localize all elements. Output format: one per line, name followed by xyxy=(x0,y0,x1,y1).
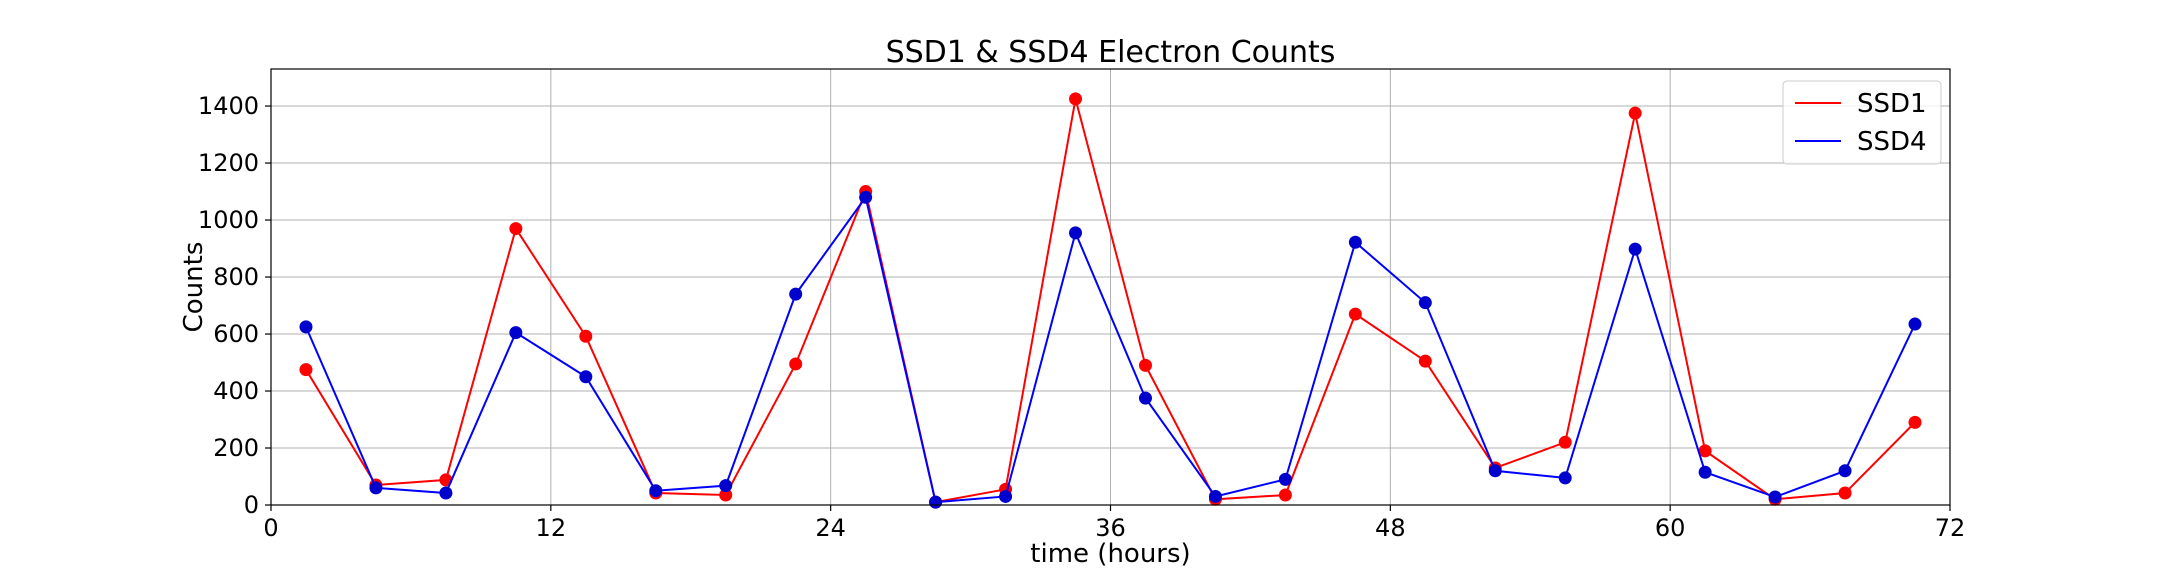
data-point-ssd1 xyxy=(1838,486,1852,500)
axes: 0 12 24 36 48 60 72 0 200 400 600 800 1000 1200 1400 xyxy=(198,92,1965,542)
data-point-ssd1 xyxy=(1138,358,1152,372)
y-tick-label: 1200 xyxy=(198,149,259,177)
series-ssd1 xyxy=(299,92,1922,509)
data-point-ssd1 xyxy=(1348,307,1362,321)
chart-title: SSD1 & SSD4 Electron Counts xyxy=(886,35,1336,70)
data-point-ssd4 xyxy=(1138,391,1152,405)
data-point-ssd1 xyxy=(719,488,733,502)
y-axis-label: Counts xyxy=(179,242,209,333)
data-point-ssd4 xyxy=(1069,226,1083,240)
y-tick-label: 0 xyxy=(244,491,259,519)
legend-box xyxy=(1782,80,1942,165)
series-ssd4 xyxy=(299,190,1922,509)
y-tick-label: 1000 xyxy=(198,206,259,234)
data-point-ssd4 xyxy=(1418,296,1432,310)
data-point-ssd4 xyxy=(789,287,803,301)
x-tick-label: 12 xyxy=(536,514,567,542)
data-point-ssd1 xyxy=(1908,415,1922,429)
data-point-ssd4 xyxy=(1558,471,1572,485)
data-point-ssd4 xyxy=(1838,464,1852,478)
x-tick-label: 36 xyxy=(1095,514,1126,542)
series-line-ssd4 xyxy=(305,194,1916,504)
data-point-ssd4 xyxy=(509,326,523,340)
y-tick-label: 1400 xyxy=(198,92,259,120)
data-point-ssd4 xyxy=(999,489,1013,503)
data-point-ssd1 xyxy=(1628,106,1642,120)
data-point-ssd4 xyxy=(719,479,733,493)
data-point-ssd1 xyxy=(299,363,313,377)
data-point-ssd1 xyxy=(509,222,523,236)
data-point-ssd4 xyxy=(579,370,593,384)
data-point-ssd4 xyxy=(929,495,943,509)
data-point-ssd4 xyxy=(1628,242,1642,256)
data-point-ssd1 xyxy=(1418,354,1432,368)
x-tick-label: 48 xyxy=(1375,514,1406,542)
data-point-ssd1 xyxy=(579,329,593,343)
data-point-ssd4 xyxy=(369,481,383,495)
y-tick-label: 600 xyxy=(213,320,259,348)
x-tick-label: 72 xyxy=(1935,514,1966,542)
data-point-ssd4 xyxy=(439,486,453,500)
data-point-ssd4 xyxy=(1348,235,1362,249)
data-point-ssd4 xyxy=(1488,464,1502,478)
data-point-ssd4 xyxy=(1278,472,1292,486)
x-axis-label: time (hours) xyxy=(1030,539,1190,569)
data-point-ssd4 xyxy=(299,320,313,334)
legend-label-ssd1: SSD1 xyxy=(1857,89,1927,119)
y-tick-label: 800 xyxy=(213,263,259,291)
series-layer xyxy=(299,92,1922,509)
data-point-ssd4 xyxy=(649,484,663,498)
data-point-ssd1 xyxy=(1698,444,1712,458)
data-point-ssd4 xyxy=(1698,465,1712,479)
y-tick-label: 200 xyxy=(213,434,259,462)
x-tick-label: 0 xyxy=(263,514,278,542)
data-point-ssd4 xyxy=(1908,317,1922,331)
x-tick-label: 24 xyxy=(815,514,846,542)
series-line-ssd1 xyxy=(305,98,1916,504)
data-point-ssd1 xyxy=(1558,435,1572,449)
data-point-ssd1 xyxy=(1069,92,1083,106)
y-tick-label: 400 xyxy=(213,377,259,405)
data-point-ssd4 xyxy=(859,190,873,204)
data-point-ssd4 xyxy=(1768,490,1782,504)
data-point-ssd4 xyxy=(1208,489,1222,503)
legend-label-ssd4: SSD4 xyxy=(1857,127,1927,157)
legend: SSD1 SSD4 xyxy=(1782,80,1942,165)
data-point-ssd1 xyxy=(1278,488,1292,502)
x-tick-label: 60 xyxy=(1655,514,1686,542)
data-point-ssd1 xyxy=(789,357,803,371)
